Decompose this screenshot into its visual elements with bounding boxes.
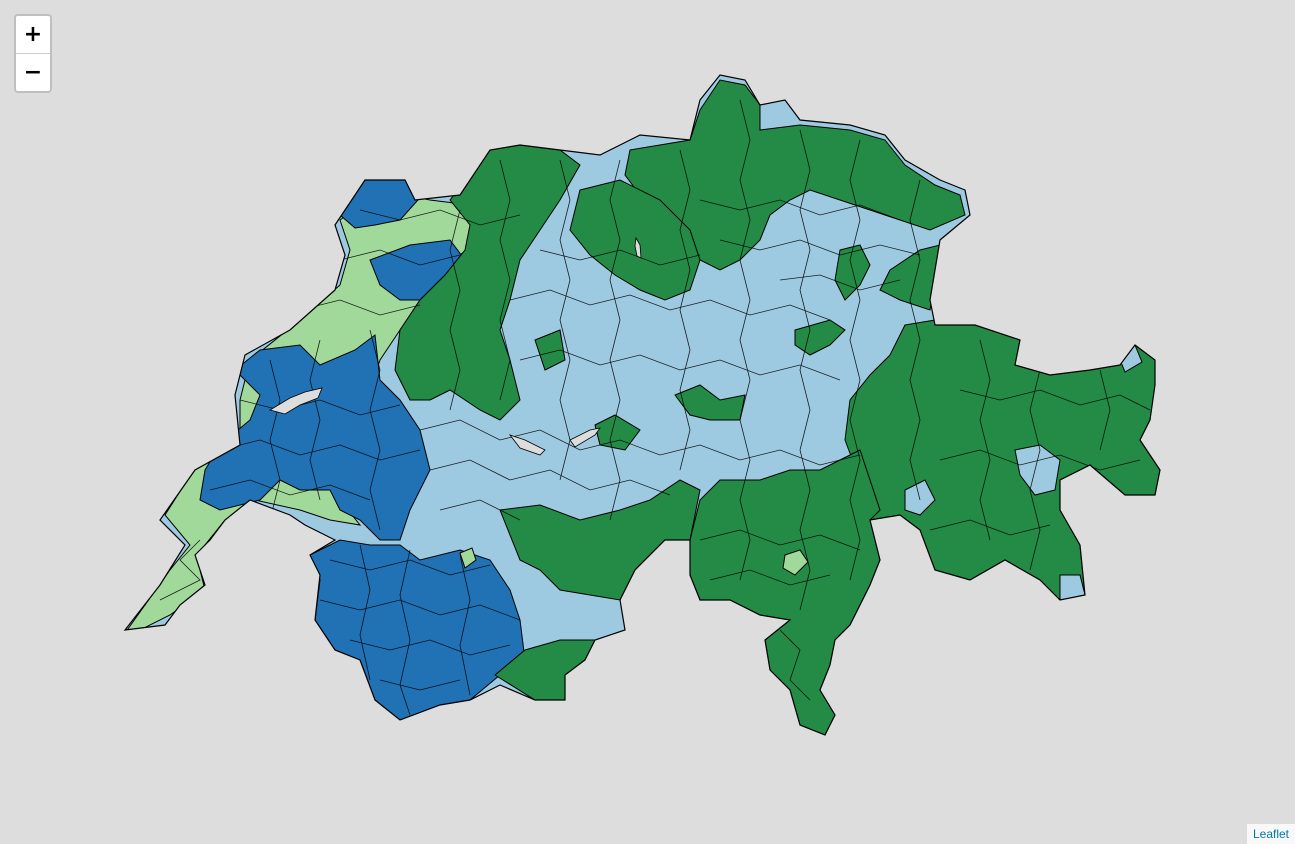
lake-brienz bbox=[569, 427, 601, 448]
leaflet-link[interactable]: Leaflet bbox=[1252, 827, 1289, 841]
region-dark-green-aargau bbox=[569, 179, 701, 301]
lake-zurich bbox=[634, 236, 642, 259]
attribution: Leaflet bbox=[1246, 824, 1295, 844]
lake-thun bbox=[508, 434, 546, 456]
region-light-green-ticino bbox=[782, 549, 809, 576]
region-dark-green-central-1 bbox=[674, 384, 746, 421]
region-light-blue-misox bbox=[904, 479, 936, 516]
country-outline bbox=[123, 74, 1161, 736]
region-dark-blue-west bbox=[199, 334, 431, 541]
zoom-out-button[interactable]: − bbox=[16, 54, 50, 91]
zoom-in-button[interactable]: + bbox=[16, 16, 50, 54]
region-dark-green-central-3 bbox=[834, 244, 871, 301]
region-dark-green-north bbox=[394, 144, 581, 421]
region-dark-blue-valais bbox=[309, 539, 526, 721]
zoom-control: + − bbox=[14, 14, 52, 93]
region-light-green-valais bbox=[459, 547, 477, 569]
lake-geneva bbox=[268, 387, 323, 415]
region-dark-green-east bbox=[844, 319, 1160, 601]
region-dark-green-central-5 bbox=[534, 329, 566, 371]
region-dark-green-central-4 bbox=[594, 414, 641, 451]
municipality-borders bbox=[159, 99, 1151, 716]
